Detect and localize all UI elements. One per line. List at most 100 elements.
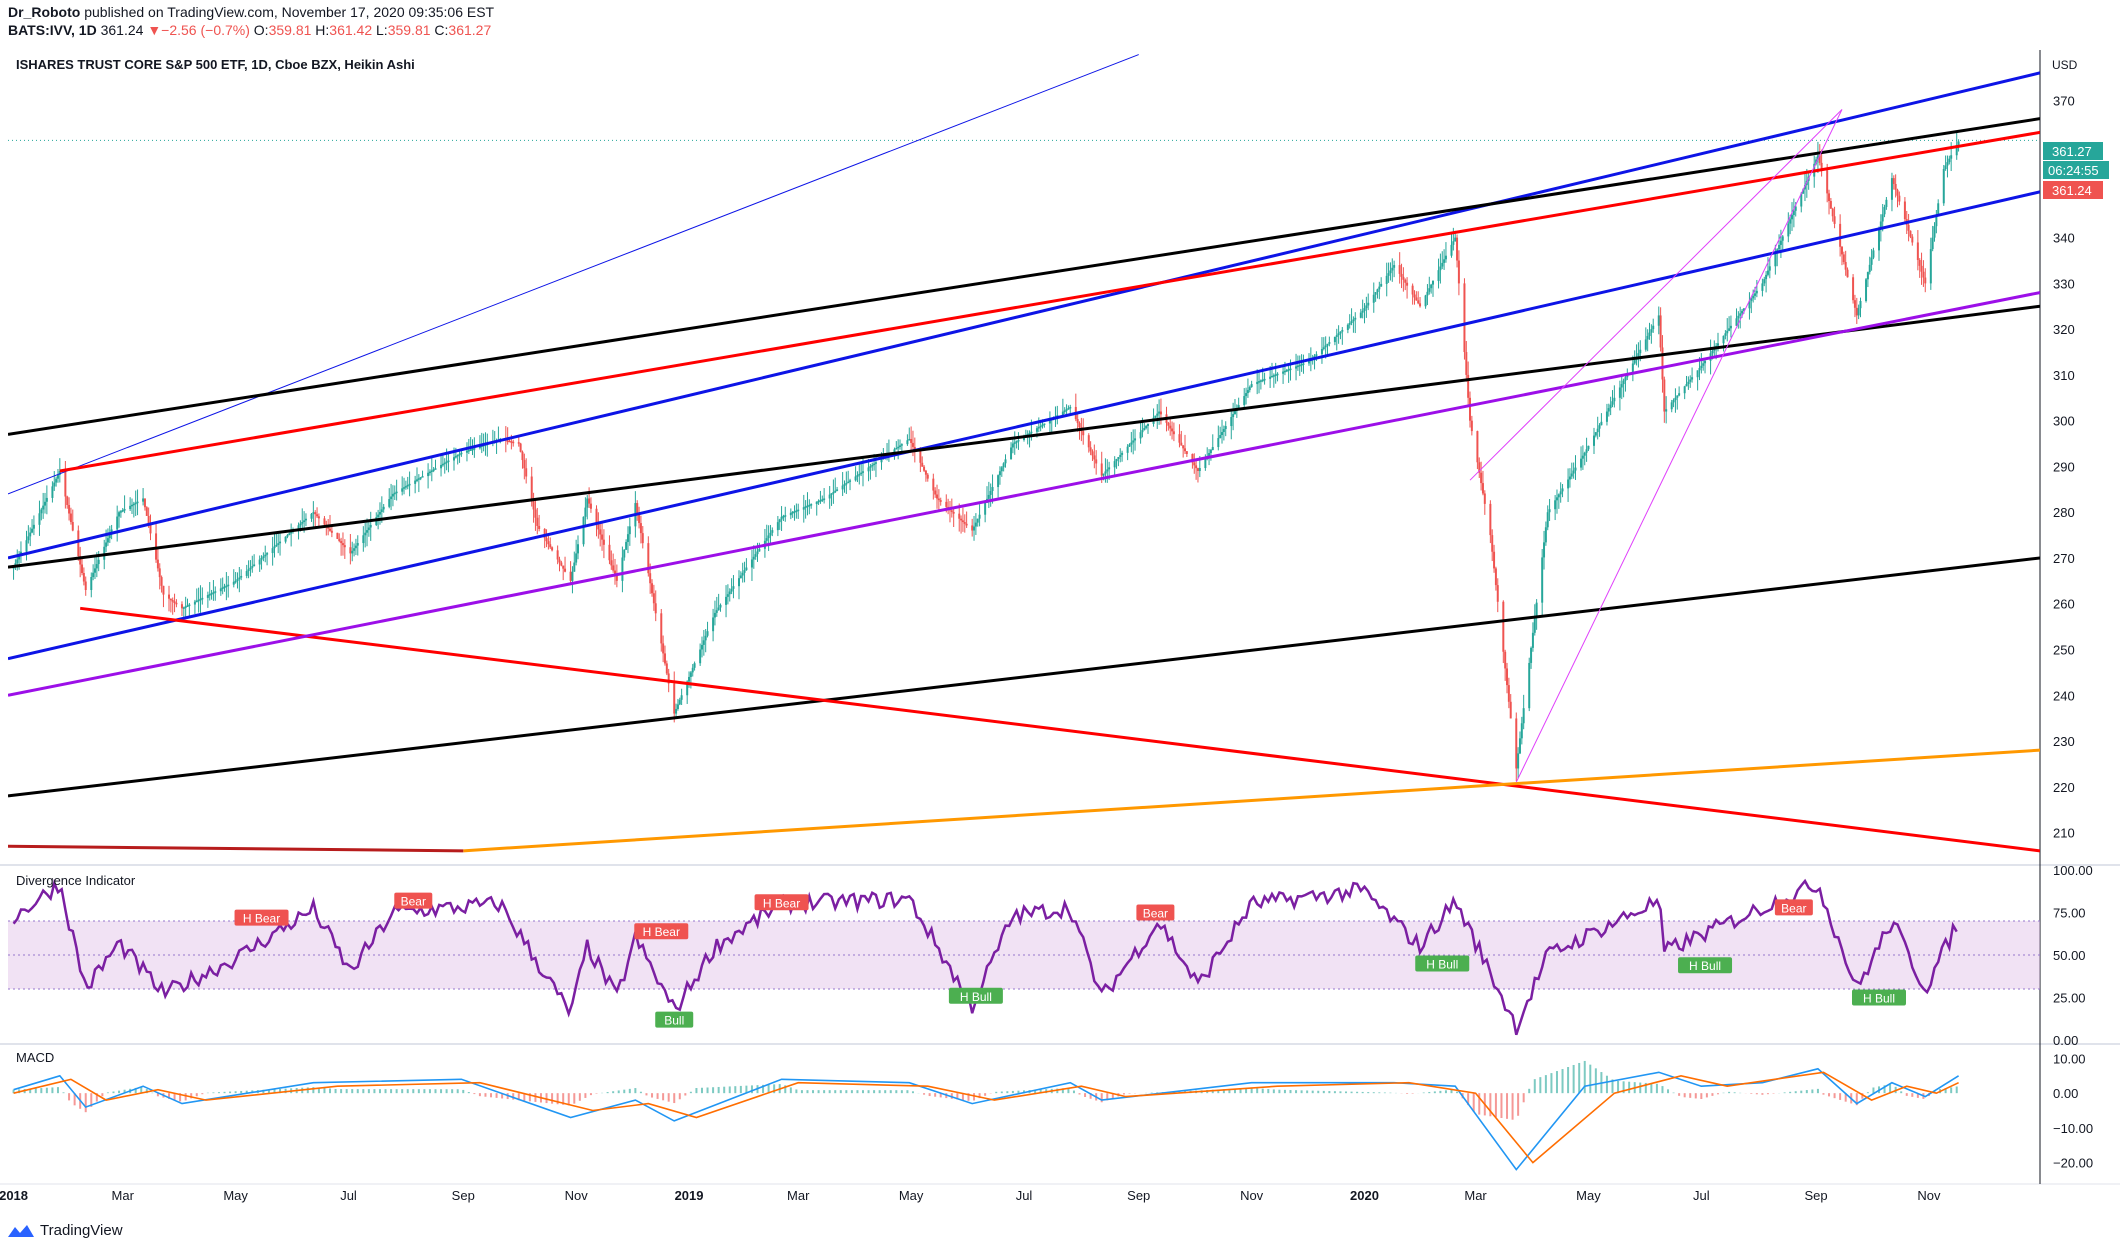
candle-body [1402, 276, 1405, 280]
divergence-label: H Bull [960, 990, 992, 1004]
macd-histogram-bar [706, 1087, 709, 1094]
candle-body [1339, 331, 1342, 334]
candle-body [771, 530, 774, 533]
candle-body [1465, 352, 1468, 375]
candle-body [1548, 509, 1551, 513]
candle-body [521, 451, 524, 461]
price-pane[interactable]: 210 220 230 240 250 260 270 280 290 300 310 320 330 3… [8, 54, 2075, 853]
macd-histogram-bar [1272, 1089, 1275, 1094]
macd-histogram-bar [978, 1093, 981, 1099]
candle-body [1518, 738, 1521, 754]
candle-body [351, 550, 354, 554]
candle-body [1752, 295, 1755, 299]
candle-body [145, 507, 148, 516]
candle-body [1169, 425, 1172, 429]
candle-body [116, 516, 119, 530]
candle-body [654, 603, 657, 614]
candle-body [910, 438, 913, 443]
macd-histogram-bar [1100, 1093, 1103, 1103]
candle-body [118, 512, 121, 517]
macd-histogram-bar [45, 1087, 48, 1094]
tradingview-logo[interactable]: TradingView [8, 1222, 123, 1239]
macd-histogram-bar [1084, 1093, 1087, 1097]
candle-body [767, 535, 770, 539]
macd-histogram-bar [1061, 1088, 1064, 1094]
price-tick-label: 240 [2053, 688, 2075, 703]
candle-body [1530, 647, 1533, 663]
candle-body [728, 591, 731, 595]
candle-body [1411, 285, 1414, 295]
candle-body [443, 462, 446, 465]
candle-body [963, 522, 966, 524]
macd-histogram-bar [1861, 1093, 1864, 1099]
candle-body [45, 497, 48, 502]
candle-body [1689, 379, 1692, 382]
macd-histogram-bar [1406, 1093, 1409, 1094]
candle-body [1246, 390, 1249, 394]
candle-body [976, 518, 979, 523]
candle-body [1546, 512, 1549, 528]
candle-body [279, 541, 282, 544]
macd-pane[interactable]: 10.00 0.00 −10.00 −20.00 [12, 1051, 2094, 1171]
candle-body [625, 541, 628, 550]
macd-histogram-bar [195, 1093, 198, 1097]
candle-body [180, 604, 183, 609]
macd-histogram-bar [68, 1093, 71, 1101]
macd-histogram-bar [1694, 1093, 1697, 1099]
candle-body [1406, 282, 1409, 286]
macd-tick-label: −10.00 [2053, 1121, 2093, 1136]
candle-body [123, 509, 126, 511]
candle-body [1815, 159, 1818, 164]
macd-histogram-bar [1317, 1090, 1320, 1094]
macd-histogram-bar [317, 1087, 320, 1094]
candle-body [641, 533, 644, 544]
candle-body [523, 460, 526, 469]
candle-body [1504, 651, 1507, 669]
candle-body [1800, 193, 1803, 207]
candle-body [356, 543, 359, 546]
candle-body [432, 469, 435, 471]
candle-body [1069, 406, 1072, 409]
divergence-pane[interactable]: 100.00 75.00 50.00 25.00 0.00 H Bear Bear H Bea… [8, 863, 2093, 1048]
candle-body [1955, 144, 1958, 156]
macd-histogram-bar [1905, 1093, 1908, 1096]
macd-histogram-bar [745, 1085, 748, 1094]
macd-tick-label: −20.00 [2053, 1156, 2093, 1171]
macd-histogram-bar [1855, 1093, 1858, 1106]
macd-histogram-bar [656, 1093, 659, 1099]
candle-body [223, 586, 226, 589]
candle-body [275, 544, 278, 547]
candle-body [782, 515, 785, 518]
candle-body [717, 607, 720, 611]
candle-body [1256, 381, 1259, 385]
macd-histogram-bar [417, 1089, 420, 1094]
candle-body [1607, 408, 1610, 412]
candle-body [79, 556, 82, 565]
author-name[interactable]: Dr_Roboto [8, 4, 81, 20]
time-axis[interactable]: 2018 Mar May Jul Sep Nov 2019 Mar May Jul Sep Nov 20… [0, 1188, 1941, 1203]
macd-histogram-bar [112, 1091, 115, 1094]
macd-histogram-bar [1111, 1093, 1114, 1099]
candle-body [430, 470, 433, 473]
candle-body [1920, 265, 1923, 272]
divergence-label-bg [1678, 957, 1733, 974]
candle-body [595, 508, 598, 525]
macd-histogram-bar [1611, 1079, 1614, 1094]
candle-body [1555, 497, 1558, 501]
macd-histogram-bar [1639, 1082, 1642, 1094]
candle-body [1180, 442, 1183, 446]
candle-body [900, 444, 903, 446]
macd-histogram-bar [406, 1089, 409, 1094]
macd-histogram-bar [806, 1090, 809, 1094]
candle-body [730, 588, 733, 592]
candle-body [329, 528, 332, 531]
candle-body [1259, 380, 1262, 382]
candle-body [1779, 240, 1782, 245]
candle-body [428, 471, 431, 474]
candle-body [961, 520, 964, 523]
candle-body [69, 513, 72, 523]
candle-body [1704, 360, 1707, 364]
macd-histogram-bar [889, 1090, 892, 1094]
candle-body [1185, 451, 1188, 455]
